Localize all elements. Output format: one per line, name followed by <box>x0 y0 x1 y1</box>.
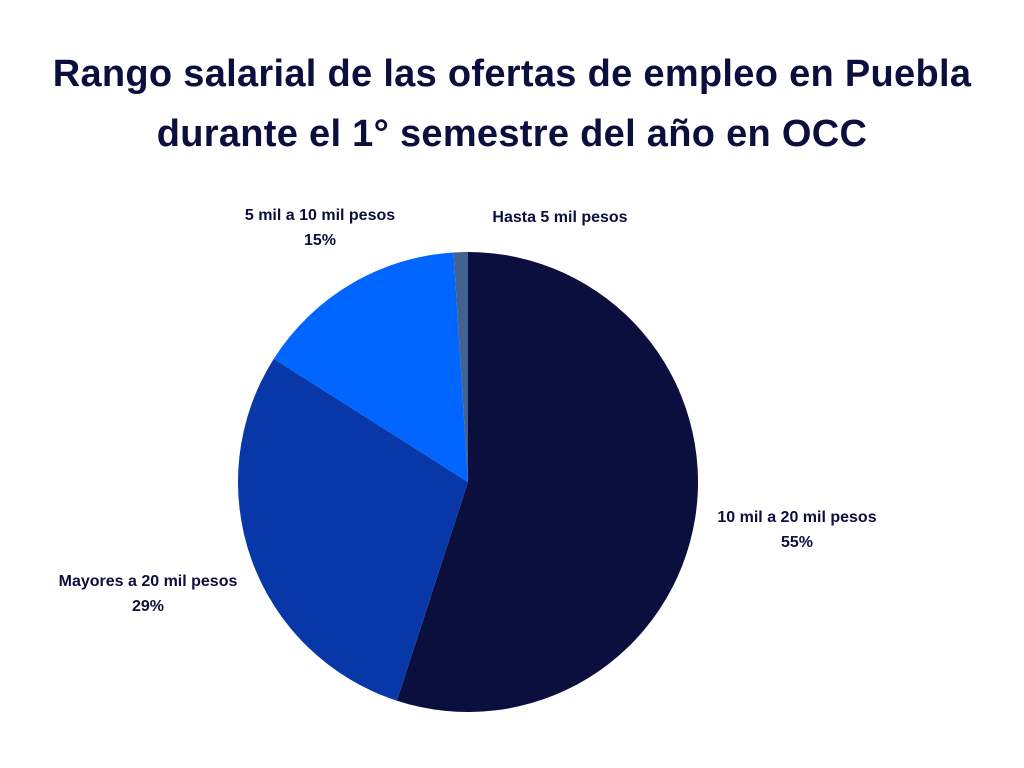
chart-title: durante el 1° semestre del año en OCC <box>157 113 868 155</box>
slice-label: Mayores a 20 mil pesos <box>59 573 238 590</box>
slice-value-label: 55% <box>781 534 813 551</box>
chart-title: Rango salarial de las ofertas de empleo … <box>53 53 972 95</box>
pie-slice <box>396 252 698 713</box>
pie-slice <box>238 358 468 701</box>
slice-value-label: 15% <box>304 232 336 249</box>
pie-slice <box>453 252 468 482</box>
slice-value-label: 29% <box>132 598 164 615</box>
slice-label: Hasta 5 mil pesos <box>492 209 627 226</box>
pie-slice <box>273 252 468 482</box>
slice-label: 5 mil a 10 mil pesos <box>245 207 395 224</box>
slice-label: 10 mil a 20 mil pesos <box>717 509 876 526</box>
